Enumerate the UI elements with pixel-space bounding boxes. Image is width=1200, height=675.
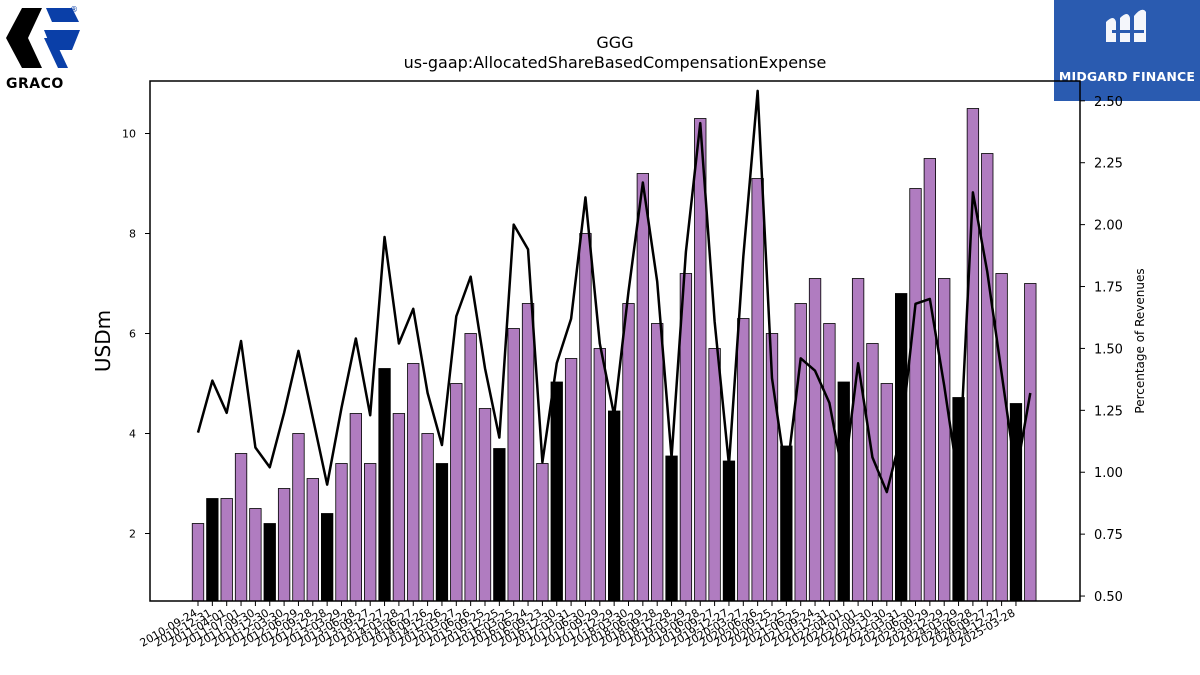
plot-frame: [149, 80, 1081, 602]
chart-subtitle: us-gaap:AllocatedShareBasedCompensationE…: [404, 53, 827, 72]
y2-tick-label: 0.75: [1094, 528, 1123, 543]
bar: [1024, 283, 1037, 602]
y2-tick-label: 1.00: [1094, 466, 1123, 481]
y2-tick-label: 1.50: [1094, 342, 1123, 357]
bar: [938, 278, 951, 602]
bar: [593, 348, 606, 602]
bar: [651, 323, 664, 602]
bar: [206, 498, 219, 602]
bar: [981, 153, 994, 602]
graco-logo-mark: ®: [6, 5, 80, 68]
bar: [794, 303, 807, 602]
right-axis: 0.50 0.75 1.00 1.25 1.50 1.75 2.00 2.25 2.50: [1080, 95, 1123, 605]
y2-axis-label: Percentage of Revenues: [1133, 268, 1147, 413]
y-tick-label: 2: [129, 528, 136, 541]
bar: [536, 463, 549, 602]
bar: [521, 303, 535, 602]
percentage-line: [196, 89, 1032, 494]
bar: [450, 383, 463, 602]
bar: [851, 278, 865, 602]
bar: [909, 188, 922, 602]
bar: [292, 433, 305, 602]
bar: [378, 368, 391, 602]
bar: [421, 433, 434, 602]
bar: [392, 413, 406, 602]
y2-tick-label: 2.00: [1094, 219, 1123, 234]
midgard-finance-logo: MIDGARD FINANCE: [1054, 0, 1200, 101]
midgard-logo-text: MIDGARD FINANCE: [1058, 69, 1196, 84]
bar: [550, 381, 563, 602]
bar: [249, 508, 262, 602]
midgard-logo-mark: [1106, 9, 1146, 42]
bar: [407, 363, 420, 602]
bar: [952, 397, 965, 602]
bar: [320, 513, 334, 602]
graco-logo: ® GRACO: [4, 4, 84, 92]
bar: [579, 233, 592, 602]
bar: [708, 348, 721, 602]
bar: [737, 318, 750, 602]
y-tick-label: 10: [122, 128, 136, 141]
svg-text:®: ®: [70, 5, 78, 14]
bar: [636, 173, 649, 602]
bar: [823, 323, 836, 602]
bar: [220, 498, 233, 602]
y2-tick-label: 1.75: [1094, 281, 1123, 296]
bar: [493, 448, 506, 602]
bar: [564, 358, 578, 602]
chart-title: GGG: [596, 33, 633, 52]
bar: [507, 328, 520, 602]
graco-logo-text: GRACO: [6, 76, 64, 92]
bar: [966, 108, 980, 602]
bar: [478, 408, 492, 602]
bar: [464, 333, 477, 602]
bar: [234, 453, 248, 602]
left-axis: 2 4 6 8 10: [122, 128, 150, 541]
bar: [349, 413, 363, 602]
y-tick-label: 4: [129, 428, 136, 441]
bar: [665, 455, 678, 602]
bar: [435, 463, 449, 602]
y2-tick-label: 1.25: [1094, 404, 1123, 419]
bar: [277, 488, 291, 602]
bar: [1009, 403, 1023, 602]
y2-tick-label: 0.50: [1094, 590, 1123, 605]
bar: [608, 410, 621, 602]
y2-tick-label: 2.50: [1094, 95, 1123, 110]
bar: [622, 303, 635, 602]
bar: [837, 381, 850, 602]
bar: [923, 158, 936, 602]
bar: [808, 278, 822, 602]
bar: [995, 273, 1008, 602]
bar: [263, 523, 276, 602]
y-axis-label: USDm: [91, 310, 115, 372]
bar: [306, 478, 319, 602]
bar: [191, 523, 205, 602]
bar: [364, 463, 377, 602]
bar: [751, 178, 764, 602]
y-tick-label: 6: [129, 328, 136, 341]
bar: [335, 463, 348, 602]
y-tick-label: 8: [129, 228, 136, 241]
bar: [866, 343, 879, 602]
x-axis: 2010-09-242010-12-312011-04-012011-07-01…: [138, 601, 1017, 650]
y2-tick-label: 2.25: [1094, 157, 1123, 172]
bar: [722, 460, 736, 602]
